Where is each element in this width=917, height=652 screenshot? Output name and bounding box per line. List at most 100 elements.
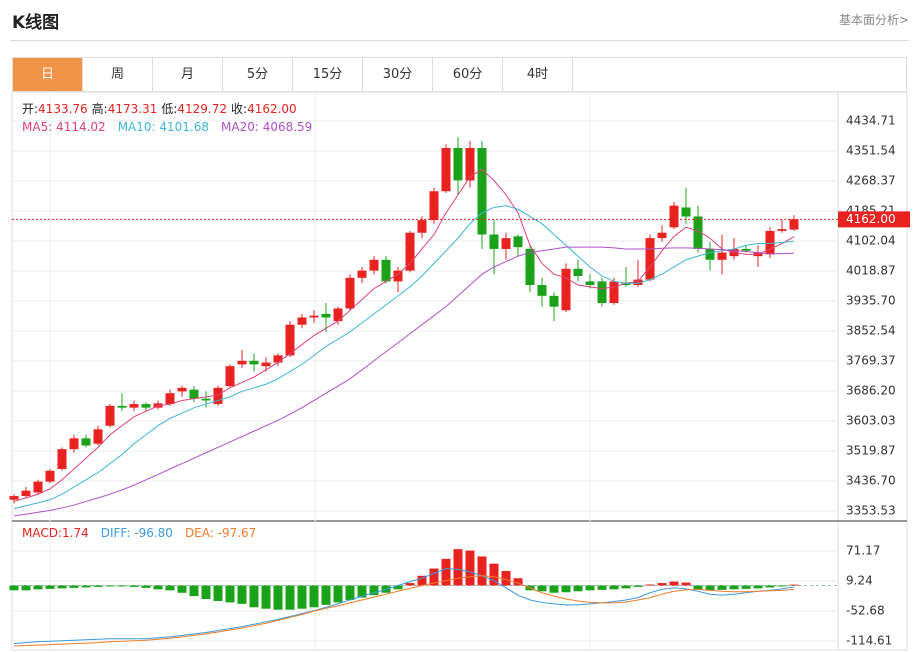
candle-body xyxy=(789,219,799,230)
y-tick-label: 3603.03 xyxy=(846,414,896,428)
macd-bar xyxy=(417,575,427,586)
candle-body xyxy=(621,283,631,286)
macd-bar xyxy=(369,585,379,596)
macd-bar xyxy=(249,585,259,608)
candle-body xyxy=(741,248,751,251)
macd-bar xyxy=(429,568,439,586)
tab[interactable]: 4时 xyxy=(503,58,573,91)
macd-bar xyxy=(69,585,79,588)
macd-line xyxy=(13,575,795,647)
macd-bar xyxy=(513,578,523,586)
y-tick-label: 4434.71 xyxy=(846,113,896,127)
info-value: 4162.00 xyxy=(247,102,297,116)
candle-body xyxy=(321,313,331,318)
separator xyxy=(10,40,909,41)
macd-bar xyxy=(501,570,511,586)
info-value: 4129.72 xyxy=(177,102,227,116)
macd-bar xyxy=(657,583,667,586)
tab[interactable]: 周 xyxy=(83,58,153,91)
macd-bar xyxy=(117,585,127,587)
candle-body xyxy=(309,315,319,318)
candle-body xyxy=(129,404,139,408)
candle-body xyxy=(33,481,43,493)
macd-bar xyxy=(45,585,55,589)
candle-body xyxy=(333,308,343,322)
candle-body xyxy=(201,398,211,401)
macd-legend: MACD:1.74 DIFF: -96.80 DEA: -97.67 xyxy=(22,526,256,540)
last-price-label: 4162.00 xyxy=(846,212,896,226)
macd-bar xyxy=(477,556,487,586)
candle-body xyxy=(777,229,787,231)
legend-entry: MA5: 4114.02 xyxy=(22,120,106,134)
macd-bar xyxy=(549,585,559,593)
info-value: 4133.76 xyxy=(38,102,88,116)
macd-bar xyxy=(741,585,751,589)
candle-body xyxy=(225,366,235,387)
macd-bar xyxy=(321,585,331,605)
tab[interactable]: 15分 xyxy=(293,58,363,91)
macd-bar xyxy=(297,585,307,609)
macd-bar xyxy=(261,585,271,609)
macd-bar xyxy=(705,585,715,591)
page-title: K线图 xyxy=(12,13,60,33)
last-price-box xyxy=(838,211,910,228)
macd-bar xyxy=(621,585,631,589)
macd-bar xyxy=(789,584,799,586)
candle-body xyxy=(609,281,619,304)
candle-body xyxy=(585,281,595,286)
y-tick-label: 3353.53 xyxy=(846,504,896,518)
macd-bar xyxy=(645,584,655,586)
legend-entry: DIFF: -96.80 xyxy=(101,526,173,540)
tab[interactable]: 60分 xyxy=(433,58,503,91)
candle-body xyxy=(681,207,691,217)
candle-body xyxy=(765,230,775,255)
macd-bar xyxy=(393,585,403,590)
macd-bar xyxy=(561,585,571,593)
macd-bar xyxy=(33,585,43,590)
candle-body xyxy=(429,191,439,221)
macd-bar xyxy=(21,585,31,591)
candle-body xyxy=(525,248,535,286)
legend-entry: DEA: -97.67 xyxy=(185,526,256,540)
macd-bar xyxy=(573,585,583,592)
candle-body xyxy=(717,252,727,260)
candle-body xyxy=(273,355,283,363)
macd-bar xyxy=(93,585,103,587)
ma-legend: MA5: 4114.02 MA10: 4101.68 MA20: 4068.59 xyxy=(22,120,312,134)
candle-body xyxy=(513,236,523,248)
candle-body xyxy=(357,270,367,278)
tab[interactable]: 月 xyxy=(153,58,223,91)
tab[interactable]: 30分 xyxy=(363,58,433,91)
candle-body xyxy=(405,232,415,271)
candle-body xyxy=(501,238,511,249)
candle-body xyxy=(45,470,55,482)
tab[interactable]: 5分 xyxy=(223,58,293,91)
y-tick-label: 9.24 xyxy=(846,574,873,588)
y-tick-label: 3519.87 xyxy=(846,443,896,457)
candle-body xyxy=(645,238,655,280)
macd-bar xyxy=(189,585,199,597)
candle-body xyxy=(141,404,151,408)
candle-body xyxy=(417,220,427,233)
candle-body xyxy=(105,405,115,426)
ma-line xyxy=(13,205,795,510)
candle-body xyxy=(561,268,571,311)
y-tick-label: -114.61 xyxy=(846,633,892,647)
analysis-link[interactable]: 基本面分析> xyxy=(838,13,909,27)
candle-body xyxy=(453,147,463,181)
candle-body xyxy=(477,147,487,235)
candle-body xyxy=(573,268,583,277)
ohlc-info: 开:4133.76 高:4173.31 低:4129.72 收:4162.00 xyxy=(22,101,297,116)
macd-bar xyxy=(225,585,235,603)
tab[interactable]: 日 xyxy=(13,58,83,91)
macd-bar xyxy=(273,585,283,610)
macd-bar xyxy=(681,582,691,586)
candle-body xyxy=(657,232,667,239)
macd-bar xyxy=(153,585,163,590)
candle-body xyxy=(597,281,607,304)
candle-body xyxy=(393,270,403,282)
candle-body xyxy=(285,324,295,356)
macd-bar xyxy=(9,585,19,591)
ma-line xyxy=(13,246,795,517)
